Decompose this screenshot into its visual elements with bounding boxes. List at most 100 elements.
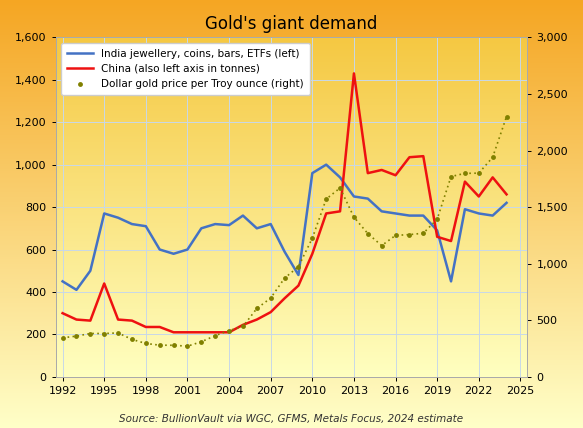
Dollar gold price per Troy ounce (right) [128,337,135,342]
China (also left axis in tonnes) [267,309,274,315]
Dollar gold price per Troy ounce (right) [392,233,399,238]
Dollar gold price per Troy ounce (right) [295,264,302,269]
India jewellery, coins, bars, ETFs (left) [101,211,108,216]
Line: Dollar gold price per Troy ounce (right): Dollar gold price per Troy ounce (right) [60,114,509,349]
India jewellery, coins, bars, ETFs (left) [309,171,316,176]
Dollar gold price per Troy ounce (right) [281,276,288,281]
China (also left axis in tonnes) [392,172,399,178]
India jewellery, coins, bars, ETFs (left) [489,213,496,218]
Dollar gold price per Troy ounce (right) [184,344,191,349]
India jewellery, coins, bars, ETFs (left) [281,249,288,254]
China (also left axis in tonnes) [73,317,80,322]
India jewellery, coins, bars, ETFs (left) [295,273,302,278]
Dollar gold price per Troy ounce (right) [101,331,108,336]
India jewellery, coins, bars, ETFs (left) [73,287,80,292]
China (also left axis in tonnes) [448,238,455,244]
India jewellery, coins, bars, ETFs (left) [240,213,247,218]
Dollar gold price per Troy ounce (right) [198,339,205,345]
China (also left axis in tonnes) [101,281,108,286]
Title: Gold's giant demand: Gold's giant demand [205,15,378,33]
Dollar gold price per Troy ounce (right) [115,330,122,336]
Dollar gold price per Troy ounce (right) [226,328,233,333]
Dollar gold price per Troy ounce (right) [309,236,316,241]
India jewellery, coins, bars, ETFs (left) [128,222,135,227]
China (also left axis in tonnes) [420,154,427,159]
China (also left axis in tonnes) [489,175,496,180]
India jewellery, coins, bars, ETFs (left) [142,223,149,229]
Dollar gold price per Troy ounce (right) [448,174,455,179]
China (also left axis in tonnes) [198,330,205,335]
China (also left axis in tonnes) [309,251,316,256]
India jewellery, coins, bars, ETFs (left) [212,222,219,227]
India jewellery, coins, bars, ETFs (left) [198,226,205,231]
India jewellery, coins, bars, ETFs (left) [350,194,357,199]
China (also left axis in tonnes) [115,317,122,322]
India jewellery, coins, bars, ETFs (left) [392,211,399,216]
China (also left axis in tonnes) [461,179,468,184]
China (also left axis in tonnes) [254,317,261,322]
India jewellery, coins, bars, ETFs (left) [115,215,122,220]
India jewellery, coins, bars, ETFs (left) [420,213,427,218]
China (also left axis in tonnes) [336,209,343,214]
Dollar gold price per Troy ounce (right) [73,333,80,339]
China (also left axis in tonnes) [226,330,233,335]
Dollar gold price per Troy ounce (right) [350,214,357,220]
China (also left axis in tonnes) [364,171,371,176]
Dollar gold price per Troy ounce (right) [156,342,163,348]
India jewellery, coins, bars, ETFs (left) [254,226,261,231]
China (also left axis in tonnes) [378,167,385,172]
Dollar gold price per Troy ounce (right) [378,243,385,248]
India jewellery, coins, bars, ETFs (left) [336,175,343,180]
India jewellery, coins, bars, ETFs (left) [87,268,94,273]
Dollar gold price per Troy ounce (right) [336,185,343,190]
Dollar gold price per Troy ounce (right) [406,232,413,237]
India jewellery, coins, bars, ETFs (left) [170,251,177,256]
China (also left axis in tonnes) [87,318,94,323]
Dollar gold price per Troy ounce (right) [240,324,247,329]
India jewellery, coins, bars, ETFs (left) [184,247,191,252]
India jewellery, coins, bars, ETFs (left) [448,279,455,284]
China (also left axis in tonnes) [156,324,163,330]
Dollar gold price per Troy ounce (right) [170,343,177,348]
Dollar gold price per Troy ounce (right) [475,171,482,176]
Dollar gold price per Troy ounce (right) [267,295,274,300]
Dollar gold price per Troy ounce (right) [461,171,468,176]
China (also left axis in tonnes) [128,318,135,323]
Dollar gold price per Troy ounce (right) [489,155,496,160]
China (also left axis in tonnes) [322,211,329,216]
India jewellery, coins, bars, ETFs (left) [406,213,413,218]
China (also left axis in tonnes) [475,194,482,199]
Dollar gold price per Troy ounce (right) [212,333,219,338]
China (also left axis in tonnes) [434,234,441,239]
Dollar gold price per Troy ounce (right) [364,231,371,236]
Dollar gold price per Troy ounce (right) [322,196,329,202]
India jewellery, coins, bars, ETFs (left) [364,196,371,201]
Dollar gold price per Troy ounce (right) [59,335,66,340]
India jewellery, coins, bars, ETFs (left) [322,162,329,167]
India jewellery, coins, bars, ETFs (left) [434,228,441,233]
China (also left axis in tonnes) [281,296,288,301]
India jewellery, coins, bars, ETFs (left) [378,209,385,214]
China (also left axis in tonnes) [212,330,219,335]
India jewellery, coins, bars, ETFs (left) [461,207,468,212]
Dollar gold price per Troy ounce (right) [87,331,94,336]
China (also left axis in tonnes) [184,330,191,335]
Text: Source: BullionVault via WGC, GFMS, Metals Focus, 2024 estimate: Source: BullionVault via WGC, GFMS, Meta… [120,413,463,424]
Dollar gold price per Troy ounce (right) [420,231,427,236]
Line: India jewellery, coins, bars, ETFs (left): India jewellery, coins, bars, ETFs (left… [62,165,507,290]
India jewellery, coins, bars, ETFs (left) [226,223,233,228]
China (also left axis in tonnes) [503,192,510,197]
China (also left axis in tonnes) [240,322,247,327]
China (also left axis in tonnes) [350,71,357,76]
Line: China (also left axis in tonnes): China (also left axis in tonnes) [62,74,507,332]
India jewellery, coins, bars, ETFs (left) [59,279,66,284]
China (also left axis in tonnes) [142,324,149,330]
China (also left axis in tonnes) [406,155,413,160]
Dollar gold price per Troy ounce (right) [503,114,510,119]
India jewellery, coins, bars, ETFs (left) [156,247,163,252]
India jewellery, coins, bars, ETFs (left) [267,222,274,227]
India jewellery, coins, bars, ETFs (left) [475,211,482,216]
China (also left axis in tonnes) [59,311,66,316]
Dollar gold price per Troy ounce (right) [254,306,261,311]
China (also left axis in tonnes) [295,283,302,288]
